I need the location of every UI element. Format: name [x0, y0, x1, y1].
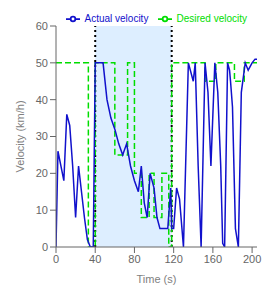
svg-text:0: 0 — [42, 241, 48, 253]
svg-text:40: 40 — [36, 94, 48, 106]
svg-text:40: 40 — [89, 253, 101, 265]
svg-text:10: 10 — [36, 204, 48, 216]
svg-text:30: 30 — [36, 130, 48, 142]
svg-text:80: 80 — [128, 253, 140, 265]
svg-text:0: 0 — [53, 253, 59, 265]
svg-text:120: 120 — [164, 253, 182, 265]
svg-text:Time (s): Time (s) — [137, 273, 177, 285]
svg-text:160: 160 — [204, 253, 222, 265]
svg-text:20: 20 — [36, 167, 48, 179]
html-text:Actual velocity: Actual velocity — [84, 12, 149, 24]
svg-text:60: 60 — [36, 20, 48, 32]
svg-text:50: 50 — [36, 57, 48, 69]
html-text:Desired velocity: Desired velocity — [176, 12, 247, 24]
svg-text:Velocity (km/h): Velocity (km/h) — [14, 100, 26, 172]
svg-text:200: 200 — [243, 253, 261, 265]
